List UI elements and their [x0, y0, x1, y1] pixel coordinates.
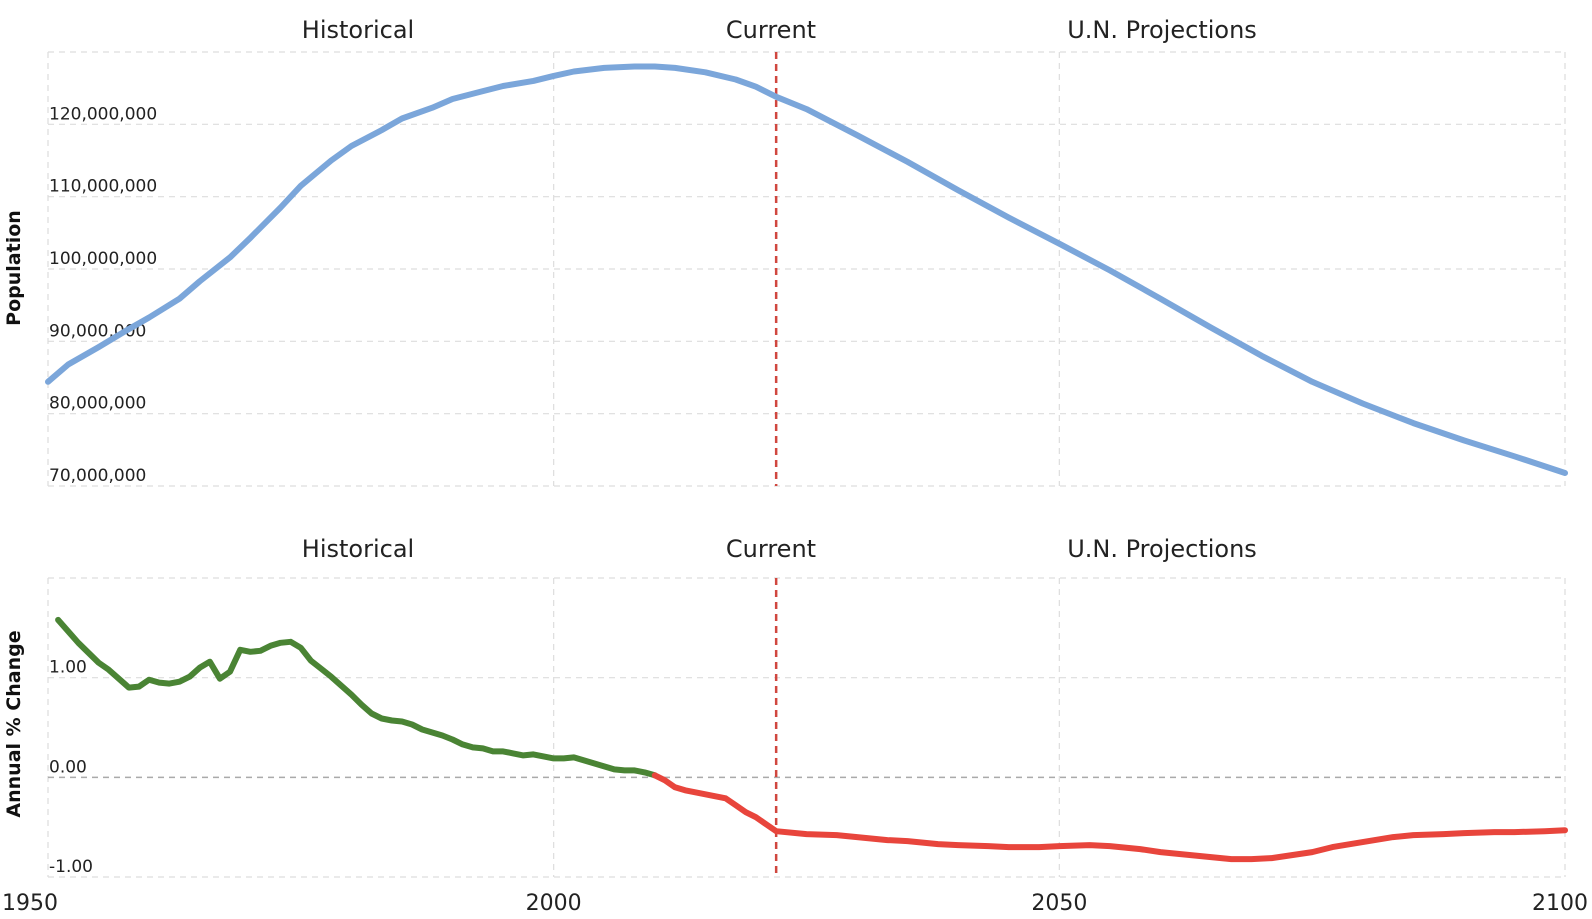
annual-change-period-labels: Historical Current U.N. Projections — [302, 535, 1257, 563]
y-tick-label: 70,000,000 — [49, 466, 146, 486]
y-tick-label: -1.00 — [49, 857, 93, 877]
period-label-historical: Historical — [302, 16, 414, 44]
annual-change-series-line-1 — [651, 772, 1568, 863]
x-axis-ticks: 1950 2000 2050 2100 — [2, 891, 1588, 916]
y-tick-label: 0.00 — [49, 757, 87, 777]
y-tick-label: 110,000,000 — [49, 177, 157, 197]
annual-change-series — [55, 616, 1568, 863]
population-series — [45, 63, 1568, 476]
x-tick-label: 2000 — [526, 891, 582, 916]
period-label-current: Current — [726, 16, 816, 44]
annual-change-series-line-0 — [55, 616, 658, 779]
period-label-projections: U.N. Projections — [1067, 535, 1257, 563]
population-grid — [47, 51, 1566, 487]
x-tick-label: 1950 — [2, 891, 58, 916]
annual-change-y-axis-label: Annual % Change — [3, 630, 25, 817]
population-series-line-0 — [45, 63, 1568, 476]
population-y-ticks: 70,000,00080,000,00090,000,000100,000,00… — [49, 104, 157, 486]
y-tick-label: 80,000,000 — [49, 394, 146, 414]
y-tick-label: 100,000,000 — [49, 249, 157, 269]
x-tick-label: 2100 — [1532, 891, 1588, 916]
y-tick-label: 120,000,000 — [49, 104, 157, 124]
period-label-historical: Historical — [302, 535, 414, 563]
x-tick-label: 2050 — [1031, 891, 1087, 916]
annual-change-y-ticks: -1.00 0.00 1.00 — [49, 658, 93, 877]
annual-change-panel: Annual % Change -1.00 0.00 1.00 Historical… — [2, 535, 1588, 916]
population-y-axis-label: Population — [3, 210, 25, 326]
period-label-projections: U.N. Projections — [1067, 16, 1257, 44]
period-label-current: Current — [726, 535, 816, 563]
y-tick-label: 1.00 — [49, 658, 87, 678]
population-panel: Population 70,000,00080,000,00090,000,00… — [3, 16, 1568, 487]
annual-change-grid — [47, 577, 1566, 878]
population-period-labels: Historical Current U.N. Projections — [302, 16, 1257, 44]
